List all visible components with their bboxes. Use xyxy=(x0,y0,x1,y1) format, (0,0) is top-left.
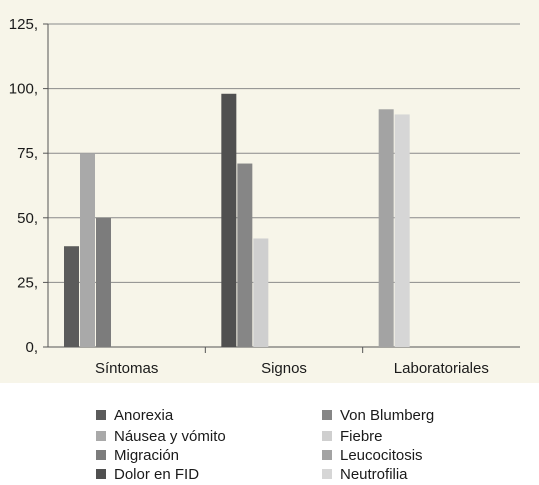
bar xyxy=(394,114,410,347)
bar xyxy=(253,238,269,347)
legend-label: Anorexia xyxy=(114,406,174,424)
legend-label: Fiebre xyxy=(340,427,383,445)
legend-item: Migración xyxy=(96,446,179,464)
legend-label: Náusea y vómito xyxy=(114,427,226,445)
legend-swatch xyxy=(322,450,332,460)
y-tick-label: 75, xyxy=(17,145,38,162)
bar xyxy=(80,153,95,347)
legend-item: Náusea y vómito xyxy=(96,427,226,445)
bar xyxy=(64,246,79,347)
y-tick-label: 25, xyxy=(17,274,38,291)
legend-label: Von Blumberg xyxy=(340,406,435,424)
legend-item: Fiebre xyxy=(322,427,383,445)
y-tick-label: 125, xyxy=(9,16,38,33)
legend-item: Von Blumberg xyxy=(322,406,434,424)
legend-swatch xyxy=(96,431,106,441)
legend-swatch xyxy=(96,469,106,479)
bar xyxy=(237,163,253,347)
x-tick-label: Signos xyxy=(261,360,307,377)
legend: Anorexia Náusea y vómito Migración Dolor en… xyxy=(0,400,539,485)
bar-chart: 0, 25, 50, 75, 100, 125, Síntomas Signos Laborat… xyxy=(9,16,520,377)
legend-item: Leucocitosis xyxy=(322,446,423,464)
bar xyxy=(221,93,237,347)
chart-panel: 0, 25, 50, 75, 100, 125, Síntomas Signos Laborat… xyxy=(0,0,539,383)
legend-swatch xyxy=(322,410,332,420)
legend-item: Dolor en FID xyxy=(96,465,199,483)
x-tick-label: Síntomas xyxy=(95,360,158,377)
legend-swatch xyxy=(96,450,106,460)
bar xyxy=(378,109,394,347)
y-tick-label: 50, xyxy=(17,210,38,227)
legend-label: Dolor en FID xyxy=(114,465,200,483)
legend-label: Migración xyxy=(114,446,180,464)
legend-swatch xyxy=(96,410,106,420)
legend-label: Neutrofilia xyxy=(340,465,408,483)
legend-item: Neutrofilia xyxy=(322,465,408,483)
bar xyxy=(96,217,111,347)
legend-swatch xyxy=(322,431,332,441)
legend-swatch xyxy=(322,469,332,479)
y-tick-label: 100, xyxy=(9,81,38,98)
x-tick-label: Laboratoriales xyxy=(394,360,489,377)
legend-item: Anorexia xyxy=(96,406,173,424)
legend-label: Leucocitosis xyxy=(340,446,423,464)
y-tick-label: 0, xyxy=(25,339,38,356)
